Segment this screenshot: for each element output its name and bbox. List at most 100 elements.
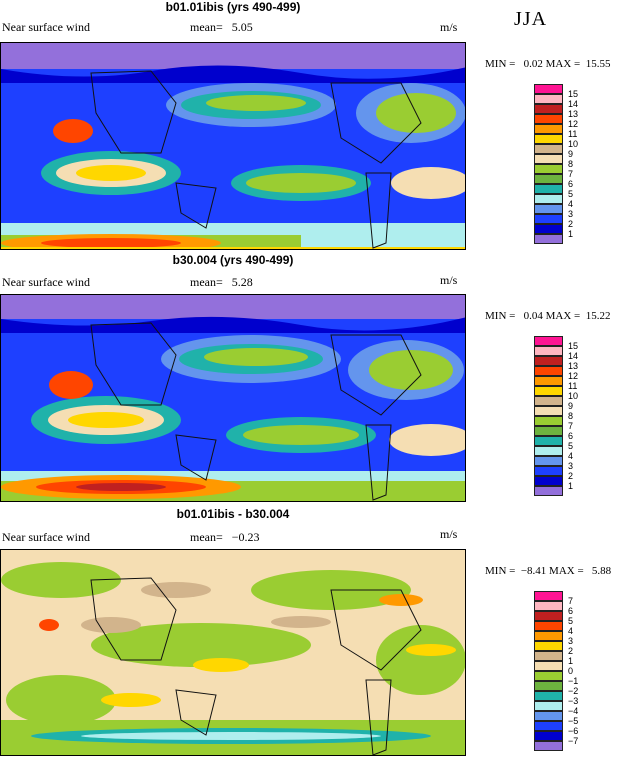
swatch — [534, 661, 563, 671]
panel-3-units: m/s — [440, 527, 458, 541]
colorbar-label: 6 — [568, 179, 574, 189]
panel-1-mean: mean= 5.05 — [190, 20, 253, 35]
swatch — [534, 124, 563, 134]
colorbar-label: 10 — [568, 391, 579, 401]
panel-1-units: m/s — [440, 20, 458, 34]
swatch — [534, 356, 563, 366]
panel-2-variable: Near surface wind — [2, 275, 90, 289]
wind-difference-map — [1, 550, 465, 755]
colorbar-label: 1 — [568, 229, 574, 239]
swatch — [534, 114, 563, 124]
colorbar-label: −4 — [568, 706, 579, 716]
panel-2-minmax: MIN = 0.04 MAX = 15.22 — [485, 310, 611, 322]
swatch — [534, 406, 563, 416]
colorbar-label: 12 — [568, 371, 579, 381]
panel-3-mean: mean= −0.23 — [190, 530, 260, 545]
swatch — [534, 84, 563, 94]
panel-2-title: b30.004 (yrs 490-499) — [172, 253, 294, 267]
panel-3-map — [0, 549, 466, 756]
swatch — [534, 174, 563, 184]
swatch — [534, 631, 563, 641]
colorbar-label: −5 — [568, 716, 579, 726]
swatch — [534, 396, 563, 406]
swatch — [534, 154, 563, 164]
swatch — [534, 416, 563, 426]
colorbar-label: 2 — [568, 219, 574, 229]
swatch — [534, 346, 563, 356]
swatch — [534, 601, 563, 611]
swatch — [534, 436, 563, 446]
panel-3-minmax: MIN = −8.41 MAX = 5.88 — [485, 565, 612, 577]
colorbar-label: 9 — [568, 149, 574, 159]
colorbar-label: 3 — [568, 209, 574, 219]
colorbar-label: 1 — [568, 481, 574, 491]
colorbar-label: 13 — [568, 109, 579, 119]
swatch — [534, 671, 563, 681]
swatch — [534, 184, 563, 194]
swatch — [534, 234, 563, 244]
colorbar-label: 13 — [568, 361, 579, 371]
colorbar-label: 2 — [568, 646, 574, 656]
swatch — [534, 386, 563, 396]
panel-2-map — [0, 294, 466, 502]
colorbar-label: 7 — [568, 169, 574, 179]
swatch — [534, 214, 563, 224]
colorbar-label: 12 — [568, 119, 579, 129]
swatch — [534, 711, 563, 721]
colorbar-label: −7 — [568, 736, 579, 746]
swatch — [534, 681, 563, 691]
swatch — [534, 144, 563, 154]
panel-1-variable: Near surface wind — [2, 20, 90, 34]
swatch — [534, 224, 563, 234]
colorbar-label: 15 — [568, 89, 579, 99]
colorbar-label: 5 — [568, 616, 574, 626]
panel-1-title: b01.01ibis (yrs 490-499) — [165, 0, 301, 14]
colorbar-label: 14 — [568, 99, 579, 109]
mean-value: 5.05 — [231, 20, 253, 34]
swatch — [534, 641, 563, 651]
colorbar-label: 2 — [568, 471, 574, 481]
panel-2-units: m/s — [440, 273, 458, 287]
swatch — [534, 466, 563, 476]
swatch — [534, 611, 563, 621]
colorbar-label: 3 — [568, 461, 574, 471]
mean-value: 5.28 — [231, 275, 253, 289]
swatch — [534, 701, 563, 711]
colorbar-label: 5 — [568, 189, 574, 199]
colorbar-label: −3 — [568, 696, 579, 706]
swatch — [534, 476, 563, 486]
swatch — [534, 134, 563, 144]
mean-value: −0.23 — [231, 530, 260, 544]
swatch — [534, 366, 563, 376]
colorbar-label: 8 — [568, 411, 574, 421]
colorbar-label: 10 — [568, 139, 579, 149]
panel-2-mean: mean= 5.28 — [190, 275, 253, 290]
swatch — [534, 741, 563, 751]
colorbar-label: 5 — [568, 441, 574, 451]
wind-speed-map-2 — [1, 295, 465, 501]
swatch — [534, 426, 563, 436]
colorbar-label: −1 — [568, 676, 579, 686]
colorbar-label: 8 — [568, 159, 574, 169]
panel-3-variable: Near surface wind — [2, 530, 90, 544]
colorbar-label: −6 — [568, 726, 579, 736]
colorbar-label: 0 — [568, 666, 574, 676]
swatch — [534, 621, 563, 631]
swatch — [534, 721, 563, 731]
swatch — [534, 591, 563, 601]
swatch — [534, 336, 563, 346]
swatch — [534, 486, 563, 496]
swatch — [534, 731, 563, 741]
swatch — [534, 651, 563, 661]
mean-label: mean= — [190, 530, 223, 544]
colorbar-label: 4 — [568, 199, 574, 209]
swatch — [534, 204, 563, 214]
colorbar-label: 6 — [568, 606, 574, 616]
colorbar-label: −2 — [568, 686, 579, 696]
mean-label: mean= — [190, 20, 223, 34]
wind-speed-map-1 — [1, 43, 465, 249]
colorbar-label: 1 — [568, 656, 574, 666]
colorbar-label: 7 — [568, 421, 574, 431]
colorbar-label: 11 — [568, 381, 578, 391]
swatch — [534, 456, 563, 466]
